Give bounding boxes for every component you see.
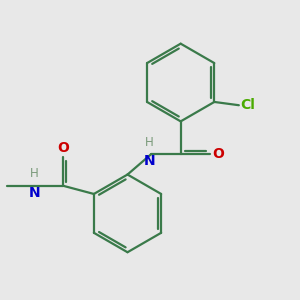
Text: H: H <box>145 136 154 149</box>
Text: N: N <box>29 186 40 200</box>
Text: Cl: Cl <box>241 98 255 112</box>
Text: N: N <box>144 154 155 168</box>
Text: O: O <box>57 141 69 155</box>
Text: O: O <box>213 147 224 161</box>
Text: H: H <box>30 167 39 181</box>
